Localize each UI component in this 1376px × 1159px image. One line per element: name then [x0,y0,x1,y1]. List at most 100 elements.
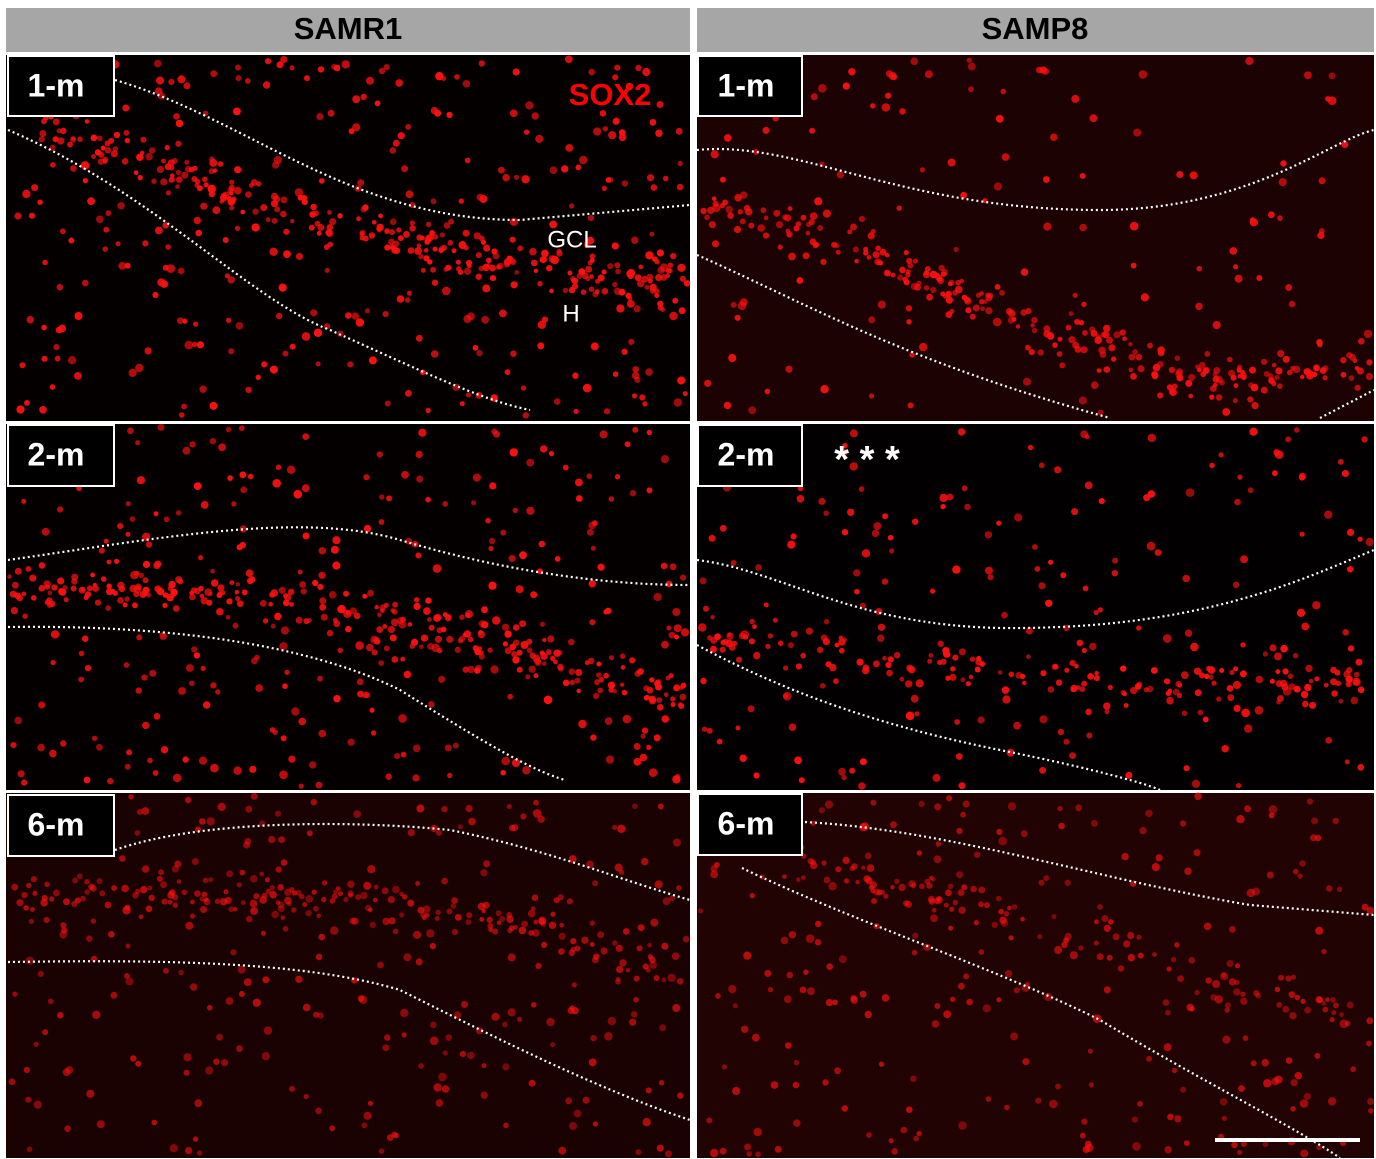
cell [233,767,241,775]
cell [1060,572,1066,578]
cell [253,893,259,899]
cell [39,136,45,142]
cell [80,896,86,902]
cell [967,58,972,63]
cell [882,578,888,584]
cell [487,917,493,923]
cell [1081,302,1086,307]
cell [810,212,818,220]
cell [661,641,669,649]
cell [37,744,45,752]
cell [549,922,556,929]
cell [1195,364,1200,369]
cell [1315,835,1321,841]
cell [540,622,545,627]
cell [671,703,676,708]
cell [602,270,607,275]
cell [551,912,556,917]
cell [526,507,534,515]
cell [764,216,769,221]
cell [467,1052,474,1059]
cell [570,938,576,944]
cell [553,660,558,665]
cell [998,909,1004,915]
cell [173,903,178,908]
cell [235,65,241,71]
cell [1040,670,1046,676]
cell [356,216,361,221]
cell [789,931,796,938]
cell [152,1120,158,1126]
cell [657,249,664,256]
column-header: SAMR1 [294,11,403,46]
cell [1249,428,1257,436]
cell [603,609,608,614]
cell [722,1064,727,1069]
cell [955,280,961,286]
cell [200,906,207,913]
cell [1075,804,1082,811]
cell [815,921,821,927]
cell [929,653,934,658]
cell [393,140,400,147]
cell [741,1026,748,1033]
cell [72,878,78,884]
cell [1136,625,1141,630]
cell [53,344,59,350]
cell [1133,129,1141,137]
cell [392,240,399,247]
cell [161,159,166,164]
cell [332,536,340,544]
cell [194,652,200,658]
cell [1008,802,1016,810]
cell [970,657,975,662]
cell [773,210,780,217]
cell [542,638,546,642]
cell [1071,508,1078,515]
cell [546,649,551,654]
cell [710,871,718,879]
cell [12,992,17,997]
cell [1104,366,1111,373]
cell [634,976,640,982]
cell [1298,874,1303,879]
cell [1241,709,1250,718]
cell [283,593,288,598]
cell [194,482,202,490]
cell [646,745,651,750]
cell [362,692,369,699]
cell [1234,705,1241,712]
cell [137,476,145,484]
cell [476,252,482,258]
cell [237,882,242,887]
cell [632,804,638,810]
cell [181,404,187,410]
cell [824,619,829,624]
panels [6,55,1374,1158]
cell [612,689,617,694]
cell [815,939,821,945]
cell [1175,681,1181,687]
cell [1324,511,1332,519]
cell [158,424,165,431]
cell [1280,160,1286,166]
cell [899,267,906,274]
cell [569,1122,577,1130]
cell [1086,733,1092,739]
cell [375,605,379,609]
cell [226,870,233,877]
cell [1037,934,1042,939]
cell [510,281,517,288]
cell [105,605,111,611]
cell [386,495,392,501]
cell [110,589,115,594]
cell [471,500,476,505]
cell [1185,630,1192,637]
cell [661,943,668,950]
cell [278,905,285,912]
cell [1001,89,1007,95]
cell [39,585,46,592]
cell [1315,927,1323,935]
cell [999,837,1008,846]
cell [1282,1006,1289,1013]
